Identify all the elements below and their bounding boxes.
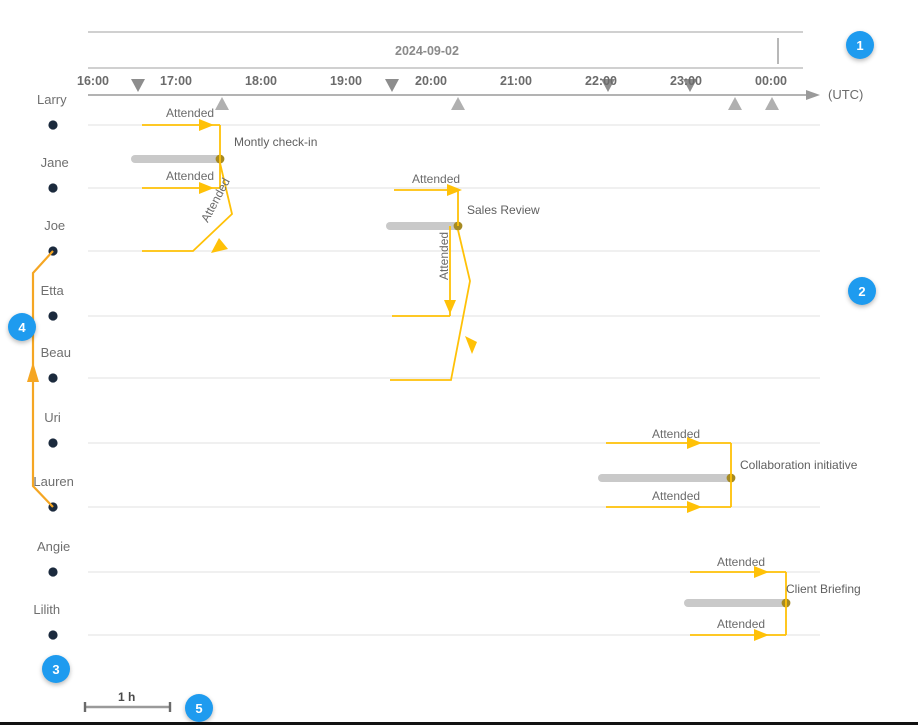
event-2-attendee-0-arrowhead <box>687 437 702 449</box>
event-0-attendee-0-arrowhead <box>199 119 214 131</box>
event-1-attendee-0-arrowhead <box>447 184 462 196</box>
axis-arrowhead <box>806 90 820 100</box>
axis-tick-label-1900: 19:00 <box>330 74 362 88</box>
person-dot-angie[interactable] <box>48 567 58 577</box>
timezone-label: (UTC) <box>828 87 864 102</box>
event-3-title: Client Briefing <box>786 582 861 596</box>
event-2-attendee-0-label: Attended <box>652 427 701 441</box>
person-label-lauren: Lauren <box>33 474 74 489</box>
axis-marker-up-3[interactable] <box>765 97 779 110</box>
event-3-attendee-1-label: Attended <box>717 617 766 631</box>
event-0-attendee-1-label: Attended <box>166 169 215 183</box>
axis-tick-label-0000: 00:00 <box>755 74 787 88</box>
event-2-attendee-1-arrowhead <box>687 501 702 513</box>
axis-tick-label-2200: 22:00 <box>585 74 617 88</box>
person-label-beau: Beau <box>40 345 71 360</box>
axis-marker-down-0[interactable] <box>131 79 145 92</box>
person-label-joe: Joe <box>44 218 66 233</box>
axis-marker-down-2[interactable] <box>683 79 697 92</box>
callout-badge-5[interactable]: 5 <box>185 694 213 722</box>
axis-marker-down-3[interactable] <box>601 79 615 92</box>
axis-marker-down-1[interactable] <box>385 79 399 92</box>
person-dot-jane[interactable] <box>48 183 58 193</box>
event-0-attendee-2-lead[interactable] <box>142 162 233 252</box>
event-2-attendee-1-label: Attended <box>652 489 701 503</box>
axis-tick-label-2000: 20:00 <box>415 74 447 88</box>
person-dot-larry[interactable] <box>48 120 58 130</box>
person-dot-beau[interactable] <box>48 373 58 383</box>
person-label-larry: Larry <box>37 92 67 107</box>
axis-tick-label-1600: 16:00 <box>77 74 109 88</box>
event-1-title: Sales Review <box>467 203 540 217</box>
person-label-etta: Etta <box>40 283 64 298</box>
event-1-attendee-0-label: Attended <box>412 172 461 186</box>
axis-tick-label-1800: 18:00 <box>245 74 277 88</box>
callout-badge-4[interactable]: 4 <box>8 313 36 341</box>
axis-marker-up-0[interactable] <box>215 97 229 110</box>
axis-marker-up-2[interactable] <box>728 97 742 110</box>
axis-tick-label-2100: 21:00 <box>500 74 532 88</box>
axis-marker-up-1[interactable] <box>451 97 465 110</box>
event-0-title: Montly check-in <box>234 135 318 149</box>
callout-badge-3[interactable]: 3 <box>42 655 70 683</box>
axis-tick-label-2300: 23:00 <box>670 74 702 88</box>
person-dot-uri[interactable] <box>48 438 58 448</box>
event-0-attendee-1-arrowhead <box>199 182 214 194</box>
event-3-attendee-0-arrowhead <box>754 566 769 578</box>
event-0-attendee-0-label: Attended <box>166 106 215 120</box>
person-dot-etta[interactable] <box>48 311 58 321</box>
event-3-attendee-1-arrowhead <box>754 629 769 641</box>
event-1-attendee-1-label: Attended <box>437 231 451 280</box>
bottom-rule <box>0 722 918 725</box>
date-label: 2024-09-02 <box>395 44 459 58</box>
event-3-attendee-0-label: Attended <box>717 555 766 569</box>
event-2-title: Collaboration initiative <box>740 458 858 472</box>
person-dot-lilith[interactable] <box>48 630 58 640</box>
event-0-attendee-2-arrowhead <box>211 238 228 253</box>
event-1-attendee-2-lead[interactable] <box>390 229 471 381</box>
event-1-attendee-1-arrowhead <box>444 300 456 314</box>
event-1-attendee-2-arrowhead <box>465 336 477 354</box>
callout-badge-1[interactable]: 1 <box>846 31 874 59</box>
person-label-angie: Angie <box>37 539 71 554</box>
callout-badge-2[interactable]: 2 <box>848 277 876 305</box>
axis-tick-label-1700: 17:00 <box>160 74 192 88</box>
transfer-arrowhead <box>27 362 39 382</box>
person-label-jane: Jane <box>40 155 69 170</box>
person-label-lilith: Lilith <box>33 602 61 617</box>
person-label-uri: Uri <box>44 410 61 425</box>
scale-bar-label: 1 h <box>118 690 136 704</box>
